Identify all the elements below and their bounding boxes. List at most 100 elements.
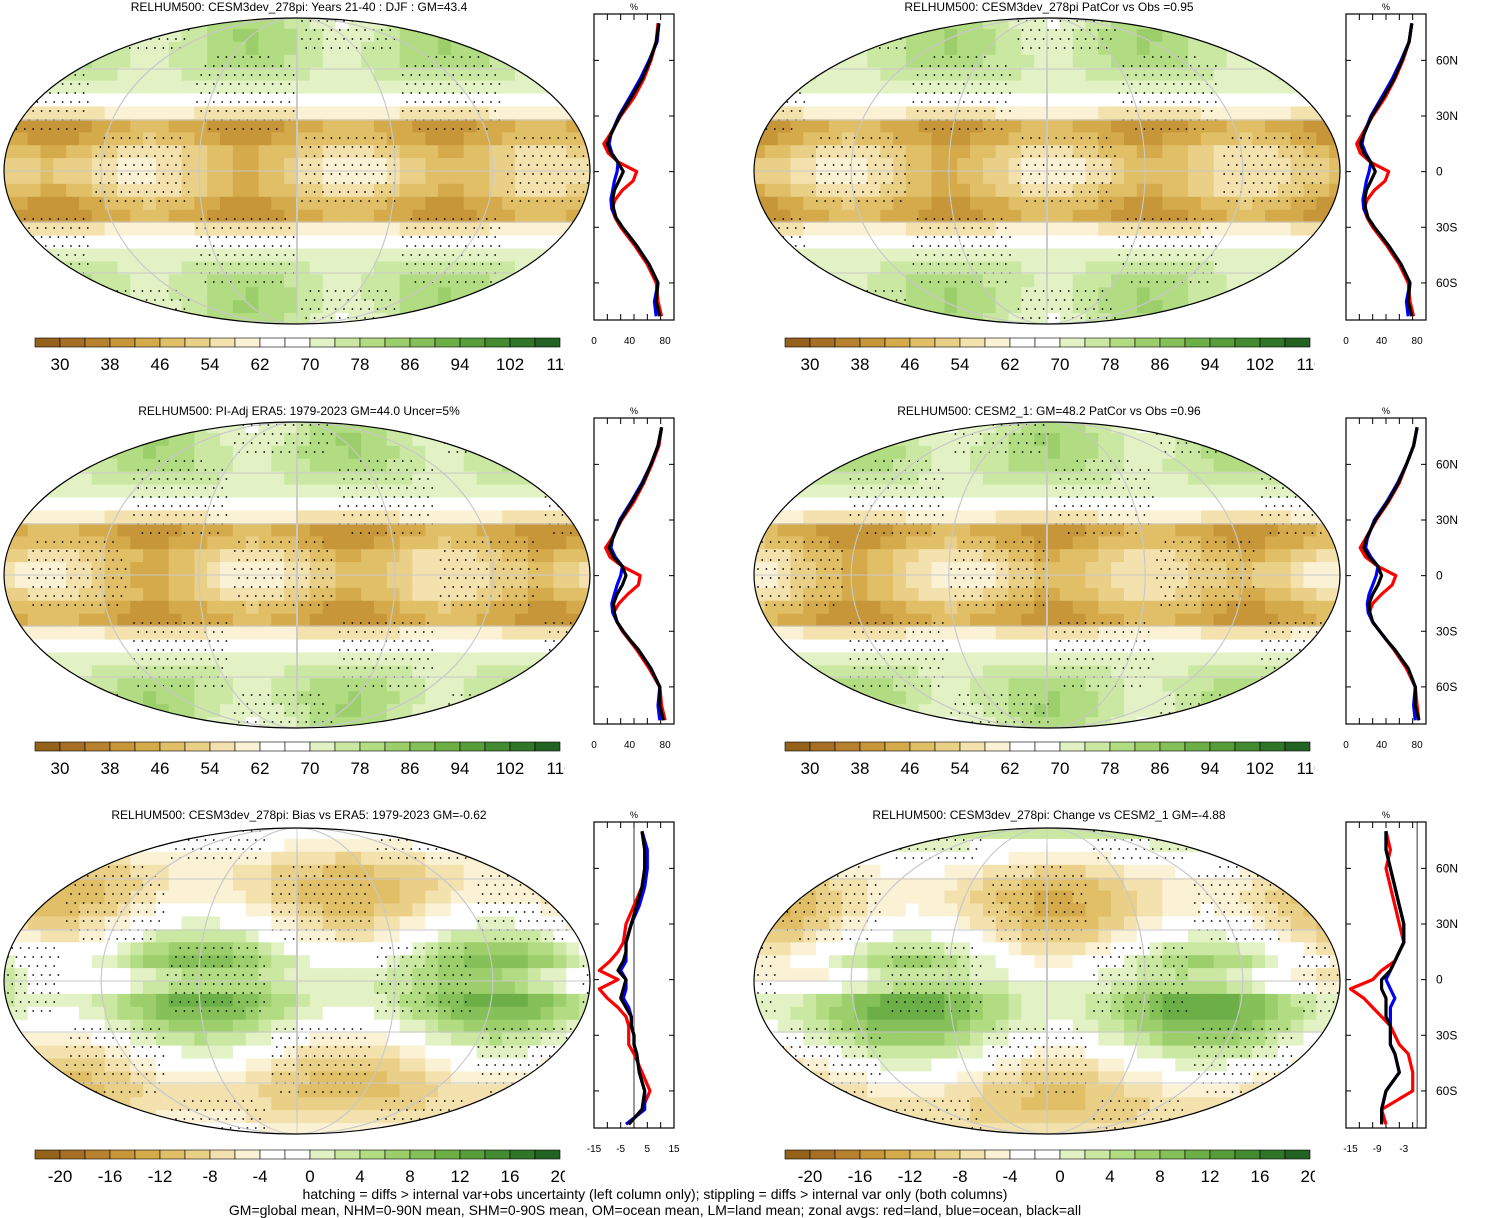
stipple-dot — [364, 137, 366, 139]
map-cell — [14, 54, 29, 69]
map-cell — [14, 235, 29, 250]
map-cell — [1200, 158, 1215, 172]
map-cell — [53, 93, 67, 107]
map-cell — [995, 80, 1010, 95]
map-cell — [53, 248, 67, 262]
map-cell — [790, 274, 804, 288]
map-cell — [1098, 248, 1112, 262]
stipple-dot — [862, 137, 864, 139]
stipple-dot — [1307, 137, 1310, 139]
map-cell — [1085, 235, 1099, 250]
map-cell — [476, 536, 490, 550]
stipple-dot — [242, 110, 245, 112]
map-cell — [1200, 145, 1215, 159]
map-cell — [1136, 196, 1151, 211]
map-cell — [1277, 80, 1292, 95]
stipple-dot — [862, 155, 864, 157]
stipple-dot — [385, 200, 387, 202]
map-cell — [905, 183, 920, 198]
stipple-dot — [1185, 254, 1188, 256]
stipple-dot — [414, 65, 417, 67]
stipple-dot — [916, 254, 919, 256]
stipple-dot — [401, 254, 404, 256]
stipple-dot — [179, 299, 182, 301]
map-cell — [854, 261, 868, 275]
stipple-dot — [204, 101, 207, 103]
stipple-dot — [120, 191, 123, 193]
stipple-dot — [1307, 173, 1310, 175]
map-cell — [348, 510, 362, 524]
stipple-dot — [1172, 65, 1175, 67]
map-cell — [764, 196, 779, 211]
map-cell — [271, 422, 285, 434]
map-cell — [374, 67, 388, 82]
map-cell — [66, 183, 80, 198]
stipple-dot — [773, 218, 776, 220]
stipple-dot — [962, 245, 965, 247]
map-cell — [1252, 261, 1266, 275]
map-cell — [1277, 171, 1292, 185]
stipple-dot — [1122, 83, 1125, 85]
map-cell — [982, 145, 997, 159]
map-cell — [168, 458, 183, 473]
stipple-dot — [179, 191, 182, 193]
map-cell — [476, 458, 490, 473]
map-cell — [309, 422, 324, 434]
stipple-dot — [57, 218, 60, 220]
map-cell — [502, 183, 516, 198]
map-cell — [1059, 300, 1074, 314]
stipple-dot — [899, 20, 902, 22]
colorbar-swatch — [959, 337, 986, 348]
map-cell — [515, 132, 529, 146]
map-cell — [361, 132, 375, 146]
stipple-dot — [1198, 281, 1200, 283]
map-cell — [27, 471, 42, 486]
map-cell — [1175, 145, 1189, 159]
stipple-dot — [1038, 317, 1041, 319]
stipple-dot — [574, 173, 576, 175]
map-cell — [40, 106, 54, 120]
map-cell — [995, 54, 1010, 69]
colorbar-tick-label: 70 — [301, 355, 320, 374]
map-cell — [1239, 93, 1253, 107]
map-cell — [489, 145, 503, 159]
map-cell — [348, 235, 362, 250]
map-cell — [14, 484, 29, 499]
stipple-dot — [313, 299, 316, 301]
map-cell — [104, 67, 118, 82]
stipple-dot — [1030, 137, 1032, 139]
map-cell — [1200, 222, 1215, 237]
map-cell — [117, 196, 131, 211]
map-cell — [155, 287, 170, 301]
map-cell — [40, 196, 54, 211]
map-cell — [754, 171, 766, 185]
map-cell — [207, 183, 221, 198]
map-cell — [271, 80, 285, 95]
colorbar-swatch — [1159, 337, 1186, 348]
stipple-dot — [1324, 245, 1326, 247]
map-cell — [944, 171, 958, 185]
stipple-dot — [271, 65, 274, 67]
colorbar-swatch — [1084, 337, 1111, 348]
stipple-dot — [862, 299, 864, 301]
map-cell — [155, 536, 170, 550]
map-cell — [1252, 222, 1266, 237]
map-cell — [489, 536, 503, 550]
map-cell — [1034, 183, 1048, 198]
stipple-dot — [1151, 92, 1154, 94]
map-cell — [104, 497, 118, 511]
map-cell — [1277, 54, 1292, 69]
stipple-dot — [313, 173, 316, 175]
map-cell — [258, 28, 272, 43]
stipple-dot — [992, 110, 995, 112]
map-cell — [1111, 248, 1125, 262]
stipple-dot — [988, 83, 990, 85]
stipple-dot — [112, 173, 114, 175]
map-cell — [361, 209, 375, 224]
map-cell — [399, 510, 413, 524]
map-cell — [399, 80, 413, 95]
stipple-dot — [481, 227, 484, 229]
map-cell — [1213, 67, 1228, 82]
stipple-dot — [103, 155, 106, 157]
stipple-dot — [870, 317, 873, 319]
